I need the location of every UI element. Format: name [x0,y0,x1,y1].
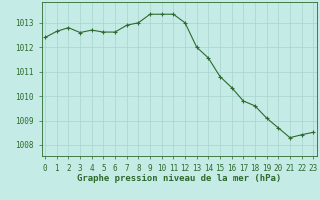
X-axis label: Graphe pression niveau de la mer (hPa): Graphe pression niveau de la mer (hPa) [77,174,281,183]
